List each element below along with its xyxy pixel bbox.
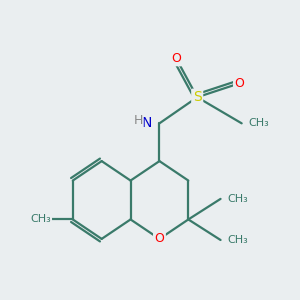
Text: CH₃: CH₃ bbox=[227, 194, 248, 204]
Text: N: N bbox=[142, 116, 152, 130]
Text: O: O bbox=[154, 232, 164, 245]
Text: CH₃: CH₃ bbox=[227, 235, 248, 245]
Text: S: S bbox=[193, 90, 202, 104]
Text: CH₃: CH₃ bbox=[30, 214, 51, 224]
Text: O: O bbox=[171, 52, 181, 65]
Text: CH₃: CH₃ bbox=[248, 118, 269, 128]
Text: H: H bbox=[134, 114, 143, 127]
Text: O: O bbox=[235, 77, 244, 90]
